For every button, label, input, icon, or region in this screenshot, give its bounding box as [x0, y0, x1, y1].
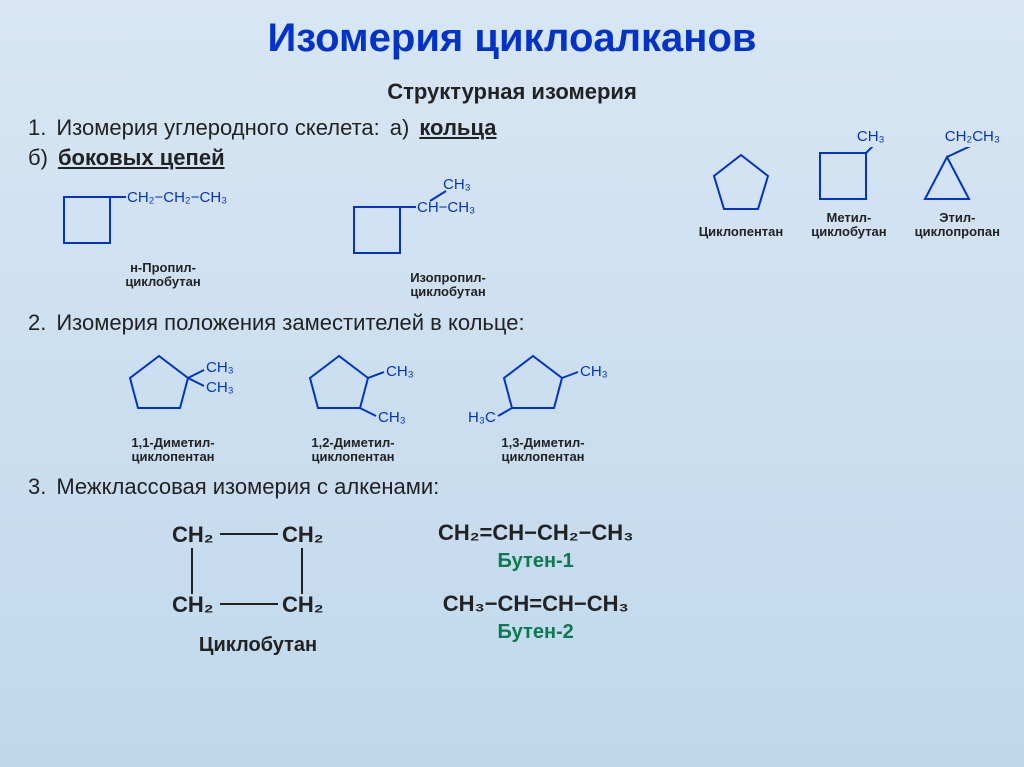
label-buten2: Бутен-2 — [498, 621, 574, 644]
section-3-header: 3. Межклассовая изомерия с алкенами: — [28, 474, 996, 500]
section-1-a: а) — [390, 115, 410, 141]
label-methylcyclobutane: Метил- циклобутан — [811, 211, 886, 240]
section-1-a-label: кольца — [419, 115, 496, 141]
mol-buten1: CH₂=CH−CH₂−CH₃ Бутен-1 — [438, 520, 633, 573]
label-cyclopentane: Циклопентан — [699, 225, 784, 239]
svg-text:CH₂: CH₂ — [172, 522, 214, 547]
label-buten1: Бутен-1 — [498, 550, 574, 573]
sub-ch2ch3: CH₂CH₃ — [945, 128, 1000, 145]
svg-text:CH₃: CH₃ — [386, 363, 414, 380]
section-1-text: Изомерия углеродного скелета: — [56, 115, 379, 141]
svg-text:CH₃: CH₃ — [206, 379, 234, 396]
position-isomer-row: CH₃ CH₃ 1,1-Диметил- циклопентан CH₃ CH₃… — [108, 342, 996, 465]
label-13-dmcp: 1,3-Диметил- циклопентан — [501, 436, 584, 465]
mol-12-dmcp: CH₃ CH₃ 1,2-Диметил- циклопентан — [288, 342, 418, 465]
section-3-text: Межклассовая изомерия с алкенами: — [56, 474, 439, 500]
svg-text:CH₂: CH₂ — [282, 592, 324, 617]
section-2-text: Изомерия положения заместителей в кольце… — [56, 310, 524, 336]
svg-text:CH₂: CH₂ — [282, 522, 324, 547]
svg-text:CH₃: CH₃ — [580, 363, 608, 380]
chain-mid: CH−CH₃ — [417, 199, 475, 216]
svg-text:CH₃: CH₃ — [378, 409, 406, 426]
section-1-b: б) — [28, 145, 48, 171]
section-1-num: 1. — [28, 115, 46, 141]
label-11-dmcp: 1,1-Диметил- циклопентан — [131, 436, 214, 465]
formula-buten2: CH₃−CH=CH−CH₃ — [443, 591, 629, 617]
section-2-header: 2. Изомерия положения заместителей в кол… — [28, 310, 996, 336]
mol-buten2: CH₃−CH=CH−CH₃ Бутен-2 — [438, 591, 633, 644]
label-cyclobutane: Циклобутан — [199, 634, 317, 657]
svg-text:H₃C: H₃C — [468, 409, 496, 426]
section-1-b-label: боковых цепей — [58, 145, 225, 171]
mol-cyclobutane-big: CH₂ CH₂ CH₂ CH₂ Циклобутан — [158, 520, 358, 657]
interclass-row: CH₂ CH₂ CH₂ CH₂ Циклобутан CH₂=CH−CH₂−CH… — [158, 520, 996, 657]
chain-top: CH₃ — [443, 177, 471, 193]
mol-npropyl-cb: CH₂−CH₂−CH₃ н-Пропил- циклобутан — [58, 177, 268, 300]
label-isopropyl-cb: Изопропил- циклобутан — [410, 271, 486, 300]
label-ethylcyclopropane: Этил- циклопропан — [915, 211, 1000, 240]
svg-text:CH₃: CH₃ — [206, 359, 234, 376]
label-12-dmcp: 1,2-Диметил- циклопентан — [311, 436, 394, 465]
mol-methylcyclobutane: CH₃ Метил- циклобутан — [811, 128, 886, 240]
sub-ch3: CH₃ — [857, 128, 885, 145]
label-npropyl-cb: н-Пропил- циклобутан — [125, 261, 200, 290]
section-2-num: 2. — [28, 310, 46, 336]
mol-isopropyl-cb: CH₃ CH−CH₃ Изопропил- циклобутан — [348, 177, 548, 300]
mol-11-dmcp: CH₃ CH₃ 1,1-Диметил- циклопентан — [108, 342, 238, 465]
section-3-num: 3. — [28, 474, 46, 500]
chain-text-1: CH₂−CH₂−CH₃ — [127, 189, 227, 206]
subtitle: Структурная изомерия — [28, 79, 996, 105]
formula-buten1: CH₂=CH−CH₂−CH₃ — [438, 520, 633, 546]
svg-text:CH₂: CH₂ — [172, 592, 214, 617]
butenes-col: CH₂=CH−CH₂−CH₃ Бутен-1 CH₃−CH=CH−CH₃ Бут… — [438, 520, 633, 644]
mol-cyclopentane: Циклопентан — [699, 149, 784, 239]
page-title: Изомерия циклоалканов — [28, 16, 996, 61]
mol-ethylcyclopropane: CH₂CH₃ Этил- циклопропан — [915, 128, 1000, 240]
ring-isomer-row: Циклопентан CH₃ Метил- циклобутан CH₂CH₃… — [699, 128, 1000, 240]
mol-13-dmcp: CH₃ H₃C 1,3-Диметил- циклопентан — [468, 342, 618, 465]
